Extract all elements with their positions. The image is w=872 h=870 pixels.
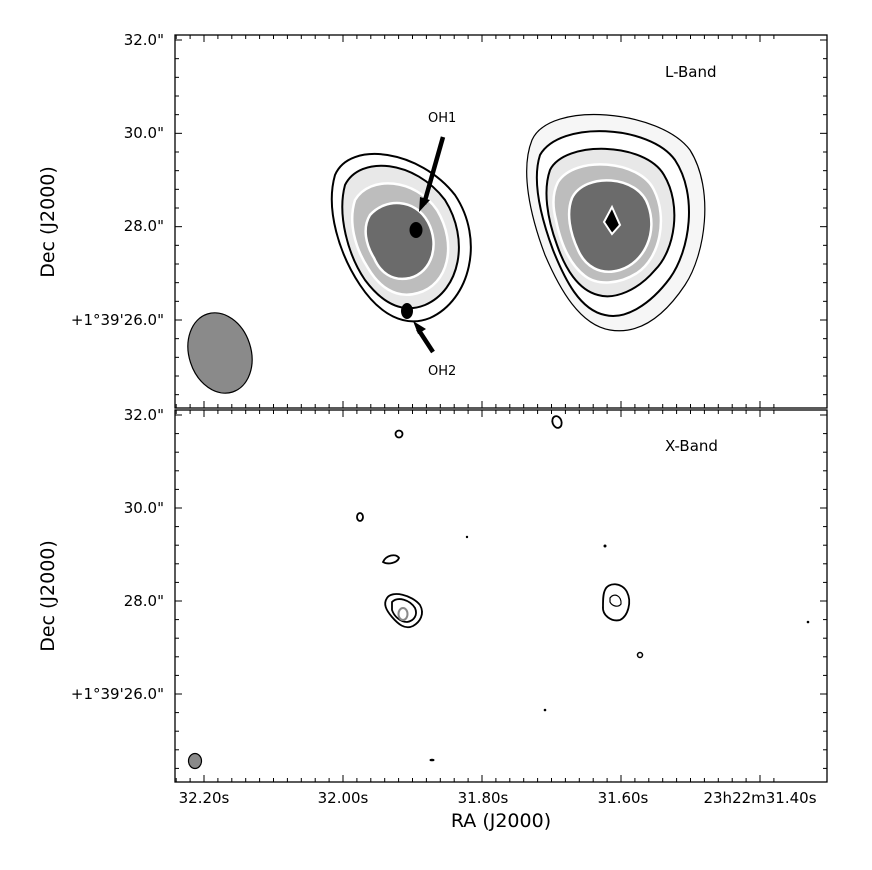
l-band-panel: OH1 OH2 L-Band 32.0" 30.0" 28.0" +1°39'2… bbox=[37, 31, 828, 409]
x-band-label: X-Band bbox=[665, 437, 718, 455]
y-tick-label: 30.0" bbox=[124, 124, 164, 142]
x-tick-label: 23h22m31.40s bbox=[703, 789, 816, 807]
x-tick-label: 31.60s bbox=[598, 789, 649, 807]
oh1-arrow-head bbox=[419, 197, 430, 212]
x-tick-label: 32.20s bbox=[179, 789, 230, 807]
y-tick-label: 28.0" bbox=[124, 592, 164, 610]
x-band-frame bbox=[174, 409, 828, 783]
x-band-noise-spots bbox=[429, 535, 810, 762]
x-band-beam bbox=[187, 752, 203, 770]
x-band-y-axis-title: Dec (J2000) bbox=[37, 540, 59, 652]
oh1-arrow bbox=[421, 136, 446, 205]
l-band-frame bbox=[174, 34, 828, 409]
x-tick-label: 32.00s bbox=[318, 789, 369, 807]
y-tick-label: 32.0" bbox=[124, 406, 164, 424]
x-tick-label: 31.80s bbox=[458, 789, 509, 807]
y-tick-label: +1°39'26.0" bbox=[71, 311, 164, 329]
oh2-maser-spot bbox=[401, 303, 413, 319]
y-tick-label: +1°39'26.0" bbox=[71, 685, 164, 703]
y-tick-label: 30.0" bbox=[124, 499, 164, 517]
oh2-label: OH2 bbox=[428, 364, 456, 379]
x-band-contours bbox=[356, 415, 644, 659]
x-band-y-tick-labels: 32.0" 30.0" 28.0" +1°39'26.0" bbox=[71, 406, 164, 703]
oh1-maser-spot bbox=[409, 222, 423, 238]
l-band-y-tick-labels: 32.0" 30.0" 28.0" +1°39'26.0" bbox=[71, 31, 164, 329]
l-band-ticks bbox=[175, 35, 827, 408]
oh1-label: OH1 bbox=[428, 111, 456, 126]
source-2-contours bbox=[526, 114, 706, 332]
l-band-beam bbox=[187, 312, 253, 394]
y-tick-label: 32.0" bbox=[124, 31, 164, 49]
y-tick-label: 28.0" bbox=[124, 217, 164, 235]
x-band-ticks bbox=[175, 410, 827, 782]
l-band-y-axis-title: Dec (J2000) bbox=[37, 166, 59, 278]
l-band-label: L-Band bbox=[665, 63, 716, 81]
source-1-contours bbox=[330, 153, 472, 323]
x-axis-title: RA (J2000) bbox=[451, 810, 551, 832]
x-band-panel: X-Band 32.0" 30.0" 28.0" +1°39'26.0" Dec… bbox=[37, 406, 828, 783]
x-tick-labels: 32.20s 32.00s 31.80s 31.60s 23h22m31.40s bbox=[179, 789, 817, 807]
oh2-arrow-head bbox=[413, 321, 426, 334]
oh2-arrow bbox=[416, 327, 435, 354]
